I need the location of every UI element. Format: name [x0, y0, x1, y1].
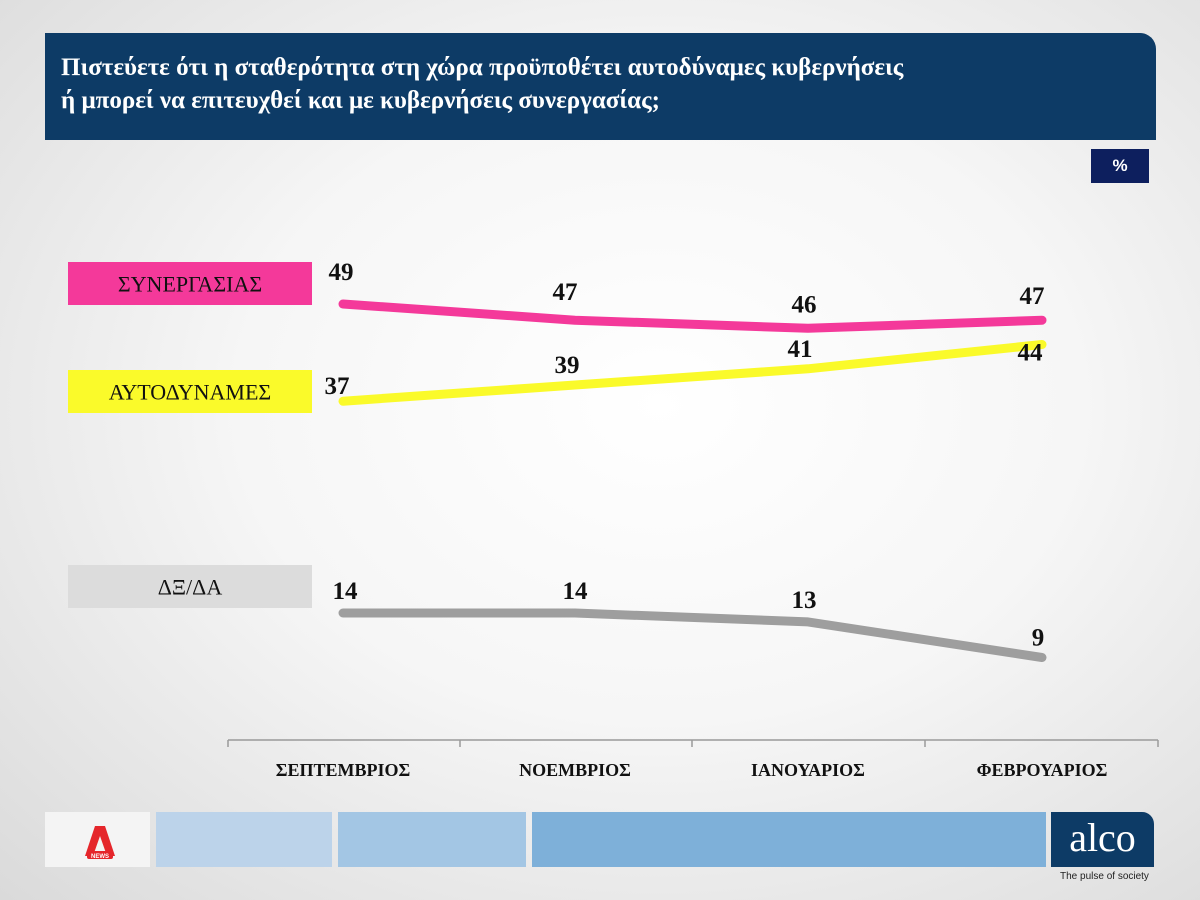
data-label-0-1: 47 — [553, 279, 578, 306]
data-label-2-0: 14 — [333, 578, 359, 605]
series-line-1 — [338, 340, 1047, 406]
legend-label-1: ΑΥΤΟΔΥΝΑΜΕΣ — [109, 380, 271, 405]
footer-strip-1 — [156, 812, 332, 867]
legend-label-2: ΔΞ/ΔΑ — [158, 575, 223, 600]
legend-box-2 — [68, 565, 312, 608]
unit-badge: % — [1091, 149, 1149, 183]
data-label-2-2: 13 — [792, 587, 817, 614]
data-label-2-1: 14 — [563, 578, 589, 605]
alco-tagline: The pulse of society — [1060, 871, 1149, 882]
data-label-0-0: 49 — [329, 259, 354, 286]
data-label-1-0: 37 — [325, 373, 350, 400]
footer-strip-3 — [532, 812, 1046, 867]
alpha-news-logo: NEWS — [45, 812, 150, 867]
chart-title-line-1: Πιστεύετε ότι η σταθερότητα στη χώρα προ… — [61, 54, 904, 81]
line-chart: ΣΕΠΤΕΜΒΡΙΟΣ ΝΟΕΜΒΡΙΟΣ ΙΑΝΟΥΑΡΙΟΣ ΦΕΒΡΟΥΑΡΙΟ… — [68, 259, 1159, 780]
legend-label-0: ΣΥΝΕΡΓΑΣΙΑΣ — [118, 272, 262, 297]
x-tick-label-2: ΙΑΝΟΥΑΡΙΟΣ — [751, 760, 865, 780]
footer-strip-2 — [338, 812, 526, 867]
alpha-logo-icon: NEWS — [85, 826, 115, 860]
news-logo-text: NEWS — [91, 854, 109, 860]
legend-box-0 — [68, 262, 312, 305]
x-tick-label-1: ΝΟΕΜΒΡΙΟΣ — [519, 760, 631, 780]
x-tick-label-0: ΣΕΠΤΕΜΒΡΙΟΣ — [276, 760, 411, 780]
chart-title-line-2: ή μπορεί να επιτευχθεί και με κυβερνήσει… — [61, 87, 660, 114]
chart-title-bar: Πιστεύετε ότι η σταθερότητα στη χώρα προ… — [45, 33, 1156, 140]
series-line-2 — [338, 608, 1047, 662]
series-line-0 — [338, 299, 1047, 333]
data-label-1-2: 41 — [788, 336, 813, 363]
data-label-0-3: 47 — [1020, 283, 1045, 310]
data-label-1-1: 39 — [555, 352, 580, 379]
data-label-0-2: 46 — [792, 291, 817, 318]
x-tick-label-3: ΦΕΒΡΟΥΑΡΙΟΣ — [977, 760, 1108, 780]
legend-box-1 — [68, 370, 312, 413]
alco-logo: alco — [1051, 812, 1154, 867]
data-label-1-3: 44 — [1018, 340, 1044, 367]
data-label-2-3: 9 — [1032, 625, 1045, 652]
